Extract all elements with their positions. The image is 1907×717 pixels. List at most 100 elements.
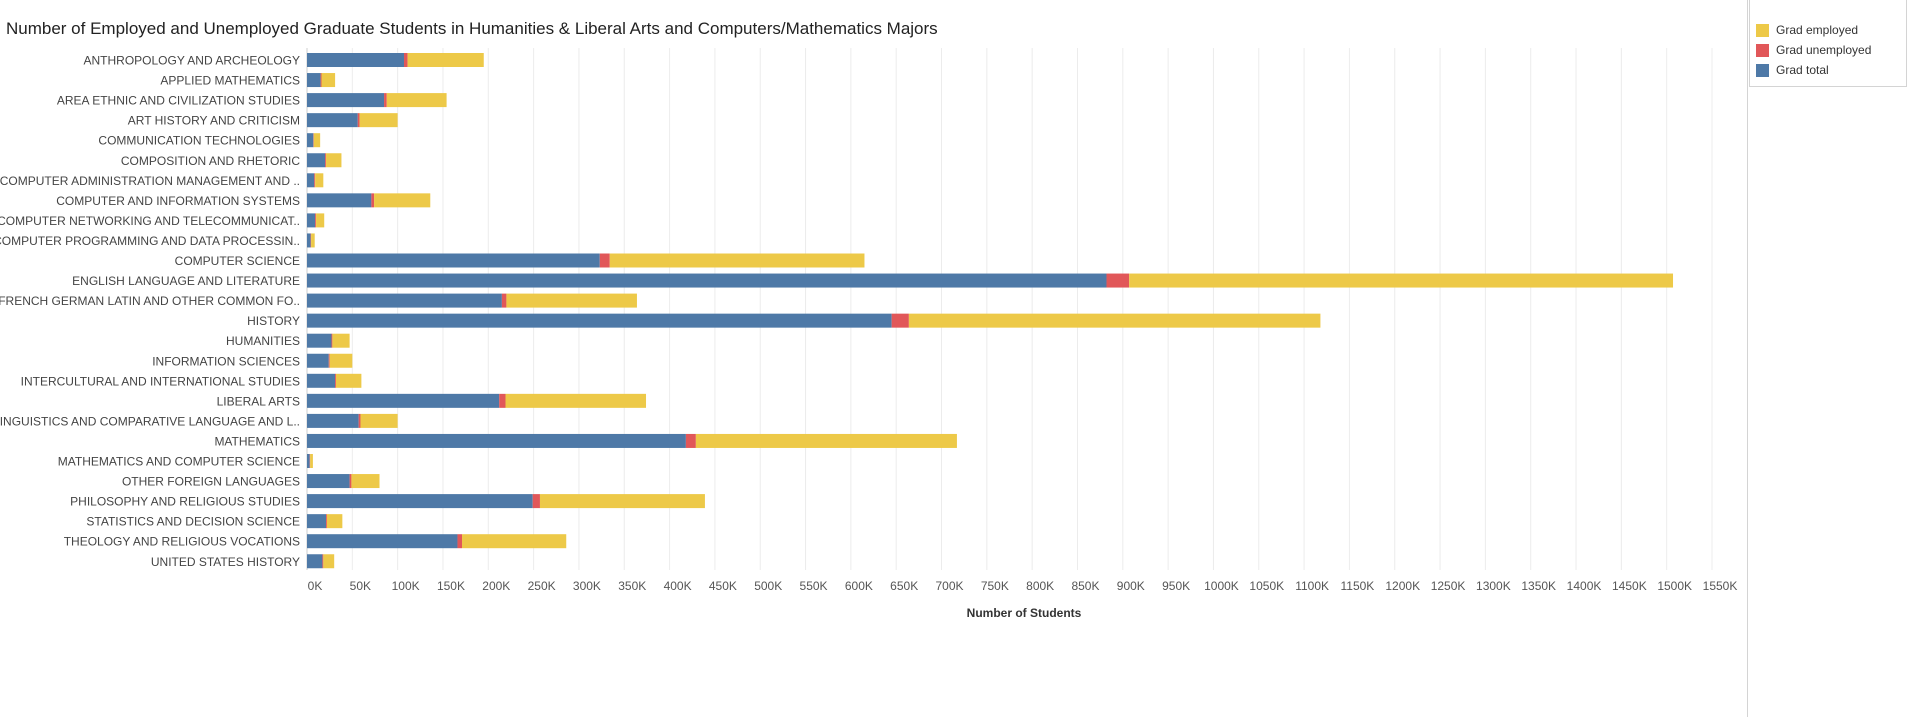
bar-grad-unemployed[interactable]: [384, 93, 387, 108]
bar-grad-employed[interactable]: [323, 554, 335, 569]
bar-grad-unemployed[interactable]: [328, 353, 330, 368]
bar-grad-unemployed[interactable]: [335, 373, 337, 388]
bar-grad-total[interactable]: [307, 433, 686, 448]
bar-grad-employed[interactable]: [310, 454, 313, 468]
bar-grad-total[interactable]: [307, 73, 321, 88]
x-tick-label: 100K: [392, 579, 420, 593]
bar-grad-total[interactable]: [307, 454, 310, 468]
bar-grad-unemployed[interactable]: [501, 293, 507, 308]
bar-grad-employed[interactable]: [326, 514, 343, 529]
bar-grad-employed[interactable]: [695, 433, 957, 448]
bar-grad-unemployed[interactable]: [349, 474, 352, 489]
bar-grad-total[interactable]: [307, 253, 600, 268]
category-label: COMPUTER SCIENCE: [175, 254, 300, 268]
bar-grad-employed[interactable]: [374, 193, 431, 208]
bar-grad-total[interactable]: [307, 233, 311, 248]
bar-grad-total[interactable]: [307, 153, 326, 168]
legend-swatch-grad-unemployed: [1756, 43, 1769, 57]
bar-grad-total[interactable]: [307, 53, 404, 67]
bar-grad-employed[interactable]: [609, 253, 865, 268]
x-tick-label: 1300K: [1476, 579, 1511, 593]
bar-grad-employed[interactable]: [360, 413, 398, 428]
bar-grad-total[interactable]: [307, 173, 315, 188]
bar-grad-employed[interactable]: [315, 173, 324, 188]
bar-grad-unemployed[interactable]: [357, 113, 360, 128]
bar-grad-employed[interactable]: [386, 93, 447, 108]
category-label: COMPUTER NETWORKING AND TELECOMMUNICAT..: [0, 214, 300, 228]
bar-grad-unemployed[interactable]: [891, 313, 909, 328]
bar-grad-unemployed[interactable]: [315, 213, 317, 228]
bar-grad-total[interactable]: [307, 554, 323, 569]
x-tick-label: 1100K: [1295, 579, 1329, 593]
x-tick-label: 1200K: [1385, 579, 1420, 593]
bar-grad-unemployed[interactable]: [358, 413, 361, 428]
bar-grad-unemployed[interactable]: [314, 173, 316, 188]
bar-grad-unemployed[interactable]: [1106, 273, 1130, 288]
bar-grad-unemployed[interactable]: [325, 153, 327, 168]
bar-grad-total[interactable]: [307, 93, 385, 108]
legend-item-grad-unemployed[interactable]: Grad unemployed: [1756, 41, 1871, 59]
bar-grad-total[interactable]: [307, 113, 358, 128]
bar-grad-unemployed[interactable]: [403, 53, 408, 67]
bar-grad-unemployed[interactable]: [322, 554, 324, 569]
bar-grad-employed[interactable]: [908, 313, 1321, 328]
bar-grad-unemployed[interactable]: [532, 494, 540, 509]
bar-grad-total[interactable]: [307, 273, 1107, 288]
bar-grad-total[interactable]: [307, 193, 372, 208]
bar-grad-unemployed[interactable]: [457, 534, 463, 549]
x-tick-label: 700K: [936, 579, 964, 593]
bar-grad-total[interactable]: [307, 413, 359, 428]
category-label: THEOLOGY AND RELIGIOUS VOCATIONS: [64, 535, 300, 549]
bar-grad-total[interactable]: [307, 474, 350, 489]
bar-grad-employed[interactable]: [316, 213, 325, 228]
bar-grad-total[interactable]: [307, 333, 332, 348]
bar-grad-employed[interactable]: [359, 113, 398, 128]
bar-grad-employed[interactable]: [336, 373, 362, 388]
x-tick-label: 1450K: [1612, 579, 1647, 593]
bar-grad-unemployed[interactable]: [331, 333, 333, 348]
bar-grad-total[interactable]: [307, 494, 533, 509]
category-label: INTERCULTURAL AND INTERNATIONAL STUDIES: [21, 374, 300, 388]
bar-grad-unemployed[interactable]: [499, 393, 506, 408]
bar-grad-employed[interactable]: [539, 494, 705, 509]
category-label: COMPUTER PROGRAMMING AND DATA PROCESSIN.…: [0, 234, 300, 248]
bar-grad-total[interactable]: [307, 373, 336, 388]
bar-grad-employed[interactable]: [329, 353, 353, 368]
bar-grad-total[interactable]: [307, 353, 329, 368]
category-label: COMPUTER AND INFORMATION SYSTEMS: [56, 194, 300, 208]
bar-grad-employed[interactable]: [462, 534, 567, 549]
bar-grad-total[interactable]: [307, 293, 502, 308]
bar-grad-total[interactable]: [307, 133, 314, 148]
chart-title: Number of Employed and Unemployed Gradua…: [6, 19, 938, 38]
bar-grad-employed[interactable]: [407, 53, 484, 67]
bar-grad-total[interactable]: [307, 514, 327, 529]
bar-grad-employed[interactable]: [311, 233, 315, 248]
bar-grad-employed[interactable]: [506, 293, 637, 308]
bar-grad-employed[interactable]: [1129, 273, 1674, 288]
bar-grad-total[interactable]: [307, 534, 458, 549]
bar-grad-total[interactable]: [307, 213, 316, 228]
bar-grad-employed[interactable]: [332, 333, 350, 348]
bar-grad-total[interactable]: [307, 313, 892, 328]
bar-grad-unemployed[interactable]: [371, 193, 375, 208]
bar-grad-employed[interactable]: [313, 133, 321, 148]
x-tick-label: 1050K: [1249, 579, 1284, 593]
bar-grad-employed[interactable]: [351, 474, 380, 489]
bar-grad-unemployed[interactable]: [685, 433, 696, 448]
bar-grad-unemployed[interactable]: [320, 73, 322, 88]
category-label: APPLIED MATHEMATICS: [160, 74, 300, 88]
legend-item-grad-total[interactable]: Grad total: [1756, 61, 1829, 79]
x-tick-label: 50K: [350, 579, 371, 593]
view-separator: [1747, 0, 1748, 717]
category-label: FRENCH GERMAN LATIN AND OTHER COMMON FO.…: [0, 294, 300, 308]
bar-grad-total[interactable]: [307, 393, 500, 408]
legend-label-grad-unemployed: Grad unemployed: [1776, 43, 1872, 57]
bar-grad-employed[interactable]: [321, 73, 336, 88]
bar-grad-unemployed[interactable]: [326, 514, 327, 529]
legend-item-grad-employed[interactable]: Grad employed: [1756, 21, 1858, 39]
x-tick-label: 450K: [709, 579, 737, 593]
bar-grad-employed[interactable]: [505, 393, 647, 408]
bar-grad-employed[interactable]: [326, 153, 342, 168]
bar-grad-unemployed[interactable]: [599, 253, 610, 268]
category-label: LINGUISTICS AND COMPARATIVE LANGUAGE AND…: [0, 414, 300, 428]
